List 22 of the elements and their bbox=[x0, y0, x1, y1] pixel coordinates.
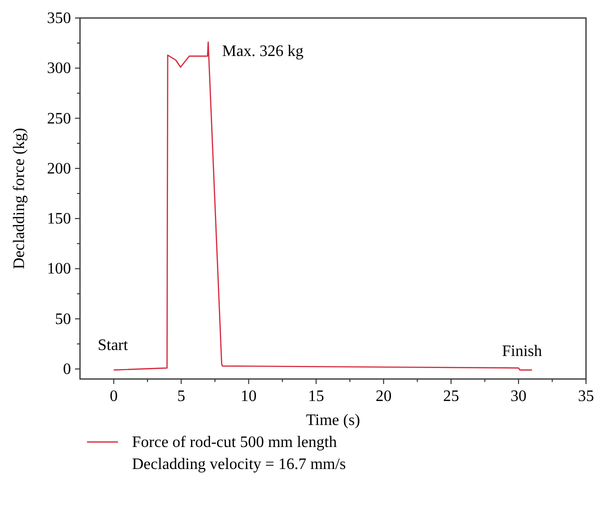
annotation: Finish bbox=[502, 342, 542, 360]
y-tick-label: 150 bbox=[47, 210, 71, 228]
y-tick-label: 50 bbox=[55, 310, 71, 328]
legend-label: Force of rod-cut 500 mm length Decladding velocity = 16.7 mm/s bbox=[132, 434, 346, 473]
annotation: Max. 326 kg bbox=[222, 43, 304, 60]
x-tick-label: 0 bbox=[110, 388, 118, 405]
y-tick-label: 100 bbox=[47, 260, 71, 278]
x-axis-title: Time (s) bbox=[306, 412, 360, 429]
y-tick-label: 0 bbox=[63, 360, 71, 378]
annotation: Start bbox=[98, 336, 129, 354]
y-tick-label: 350 bbox=[47, 10, 71, 27]
y-axis-title: Decladding force (kg) bbox=[11, 128, 28, 270]
x-tick-label: 20 bbox=[376, 388, 392, 405]
x-tick-label: 15 bbox=[308, 388, 324, 405]
y-tick-label: 250 bbox=[47, 110, 71, 128]
y-tick-label: 200 bbox=[47, 160, 71, 178]
x-tick-label: 25 bbox=[443, 388, 460, 405]
x-tick-label: 35 bbox=[578, 388, 594, 405]
x-tick-label: 10 bbox=[240, 388, 257, 405]
y-tick-label: 300 bbox=[47, 60, 71, 78]
x-tick-label: 5 bbox=[177, 388, 186, 405]
x-tick-label: 30 bbox=[510, 388, 527, 405]
